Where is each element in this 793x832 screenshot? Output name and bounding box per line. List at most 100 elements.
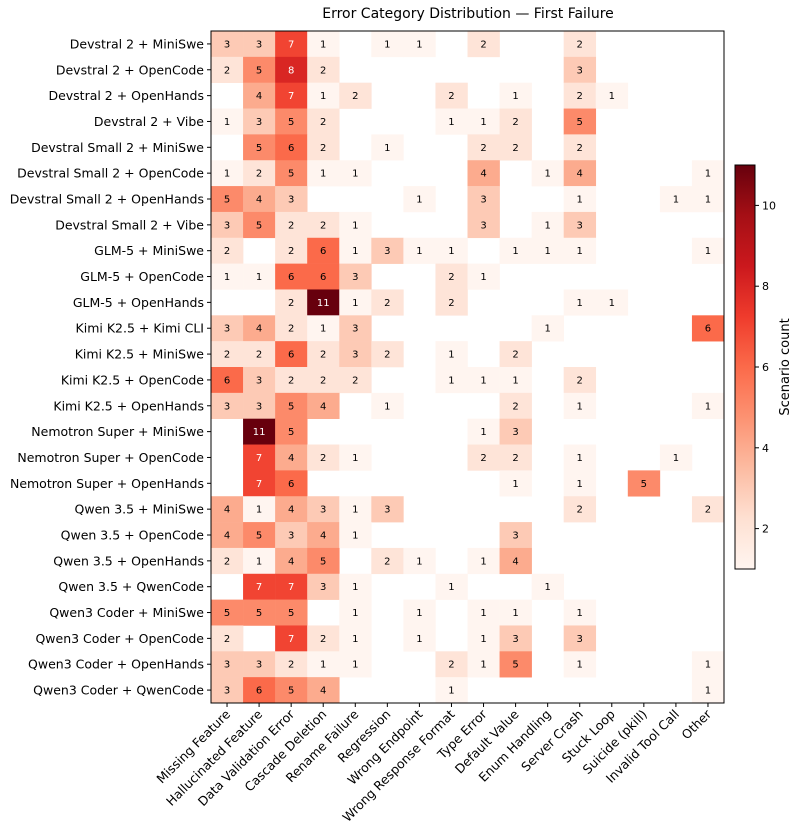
cell-value-label: 2 [384, 298, 390, 309]
cell-value-label: 1 [384, 401, 390, 412]
heatmap-cell [243, 82, 276, 109]
cell-value-label: 5 [288, 401, 294, 412]
cell-value-label: 4 [288, 505, 294, 516]
heatmap-cell [371, 547, 404, 575]
heatmap-cell [371, 134, 404, 161]
cell-value-label: 1 [544, 220, 550, 231]
heatmap-cell [275, 444, 308, 471]
heatmap-cell [243, 56, 276, 83]
cell-value-label: 1 [256, 272, 262, 283]
cell-value-label: 2 [384, 556, 390, 567]
cell-value-label: 6 [288, 350, 294, 361]
heatmap-cell [211, 599, 244, 626]
row-label: Qwen 3.5 + OpenHands [53, 553, 204, 568]
cell-value-label: 3 [512, 427, 518, 438]
heatmap-cell [307, 522, 340, 549]
cell-value-label: 2 [512, 350, 518, 361]
cell-value-label: 1 [673, 195, 679, 206]
heatmap-cell [435, 677, 468, 704]
row-label: Nemotron Super + OpenHands [10, 476, 204, 491]
colorbar-tick-label: 4 [762, 442, 769, 455]
heatmap-cell [211, 31, 244, 58]
heatmap-cell [243, 31, 276, 58]
cell-value-label: 2 [288, 375, 294, 386]
heatmap-cell [307, 547, 340, 575]
cell-value-label: 1 [480, 117, 486, 128]
cell-value-label: 2 [320, 375, 326, 386]
cell-value-label: 1 [448, 686, 454, 697]
heatmap-cell [467, 599, 500, 626]
cell-value-label: 2 [577, 91, 583, 102]
heatmap-cell [467, 211, 500, 239]
heatmap-cell [499, 367, 532, 394]
heatmap-cell [307, 573, 340, 600]
heatmap-cell [211, 160, 244, 187]
cell-value-label: 1 [416, 608, 422, 619]
cell-value-label: 7 [288, 39, 294, 50]
heatmap-cell [275, 134, 308, 161]
cell-value-label: 2 [320, 453, 326, 464]
cell-value-label: 1 [512, 375, 518, 386]
heatmap-cell [595, 289, 629, 316]
heatmap-cell [563, 31, 597, 58]
heatmap-cell [243, 186, 276, 213]
cell-value-label: 1 [416, 39, 422, 50]
heatmap-cell [275, 211, 308, 239]
heatmap-cell [211, 315, 244, 342]
heatmap-cell [275, 418, 308, 445]
cell-value-label: 2 [224, 634, 230, 645]
cell-value-label: 1 [705, 246, 711, 257]
cell-value-label: 7 [288, 91, 294, 102]
cell-value-label: 4 [224, 505, 230, 516]
heatmap-cell [307, 160, 340, 187]
heatmap-cell [275, 392, 308, 419]
cell-value-label: 1 [544, 582, 550, 593]
heatmap-cell [243, 160, 276, 187]
heatmap-cell [243, 418, 276, 445]
cell-value-label: 1 [577, 195, 583, 206]
cell-value-label: 1 [544, 169, 550, 180]
cell-value-label: 1 [512, 246, 518, 257]
heatmap-cell [307, 496, 340, 523]
cell-value-label: 1 [352, 298, 358, 309]
heatmap-cell [243, 470, 276, 497]
heatmap-cell [307, 392, 340, 419]
heatmap-cell [563, 625, 597, 652]
heatmap-cell [531, 573, 564, 600]
heatmap-cell [211, 367, 244, 394]
heatmap-cell [307, 289, 340, 316]
cell-value-label: 4 [224, 531, 230, 542]
cell-value-label: 1 [416, 634, 422, 645]
heatmap-cell [467, 367, 500, 394]
cell-value-label: 3 [224, 401, 230, 412]
cell-value-label: 1 [480, 660, 486, 671]
cell-value-label: 1 [352, 608, 358, 619]
cell-value-label: 1 [416, 195, 422, 206]
heatmap-cell [211, 263, 244, 290]
cell-value-label: 6 [705, 324, 711, 335]
cell-value-label: 1 [384, 39, 390, 50]
cell-value-label: 1 [448, 350, 454, 361]
heatmap-cell [275, 263, 308, 290]
cell-value-label: 1 [224, 169, 230, 180]
colorbar-tick-label: 8 [762, 280, 769, 293]
cell-value-label: 2 [512, 143, 518, 154]
row-label: GLM-5 + MiniSwe [94, 243, 204, 258]
heatmap-cell [243, 677, 276, 704]
cell-value-label: 1 [416, 246, 422, 257]
cell-value-label: 3 [224, 324, 230, 335]
heatmap-cell [499, 625, 532, 652]
heatmap-cell [467, 444, 500, 471]
heatmap-cell [339, 522, 372, 549]
cell-value-label: 2 [288, 220, 294, 231]
heatmap-cell [211, 496, 244, 523]
heatmap-cell [243, 134, 276, 161]
heatmap-cell [275, 289, 308, 316]
heatmap-cell [243, 599, 276, 626]
heatmap-cell [307, 211, 340, 239]
heatmap-cell [275, 315, 308, 342]
heatmap-cell [211, 522, 244, 549]
cell-value-label: 6 [288, 272, 294, 283]
heatmap-cell [275, 341, 308, 368]
